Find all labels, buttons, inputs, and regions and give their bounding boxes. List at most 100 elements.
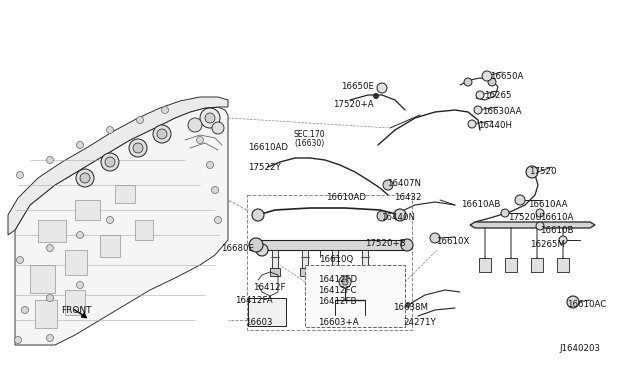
Circle shape bbox=[212, 122, 224, 134]
Bar bbox=[35, 300, 57, 328]
Polygon shape bbox=[15, 107, 228, 345]
Bar bbox=[65, 290, 85, 315]
Text: 16610AD: 16610AD bbox=[326, 193, 366, 202]
Bar bbox=[135, 220, 153, 240]
Circle shape bbox=[501, 209, 509, 217]
Text: 16265: 16265 bbox=[484, 91, 511, 100]
Circle shape bbox=[249, 238, 263, 252]
Circle shape bbox=[476, 91, 484, 99]
Circle shape bbox=[482, 71, 492, 81]
Circle shape bbox=[200, 108, 220, 128]
Circle shape bbox=[536, 209, 544, 217]
Circle shape bbox=[77, 231, 83, 238]
Text: 16603: 16603 bbox=[245, 318, 273, 327]
Circle shape bbox=[468, 120, 476, 128]
Text: 17520: 17520 bbox=[529, 167, 557, 176]
Bar bbox=[302, 250, 308, 268]
Circle shape bbox=[207, 161, 214, 169]
Text: 24271Y: 24271Y bbox=[403, 318, 436, 327]
Bar bbox=[531, 258, 543, 272]
Bar bbox=[332, 250, 338, 268]
Bar bbox=[362, 250, 368, 268]
Circle shape bbox=[47, 334, 54, 341]
Text: 16610Q: 16610Q bbox=[319, 255, 353, 264]
Circle shape bbox=[515, 195, 525, 205]
Circle shape bbox=[17, 257, 24, 263]
Circle shape bbox=[77, 141, 83, 148]
Circle shape bbox=[362, 272, 365, 275]
Bar bbox=[505, 258, 517, 272]
Circle shape bbox=[256, 244, 268, 256]
Circle shape bbox=[214, 217, 221, 224]
Circle shape bbox=[401, 239, 413, 251]
Circle shape bbox=[22, 307, 29, 314]
Bar bbox=[248, 298, 286, 326]
Text: 16610AD: 16610AD bbox=[248, 143, 288, 152]
Text: 16412F: 16412F bbox=[253, 283, 285, 292]
Circle shape bbox=[386, 183, 390, 187]
Circle shape bbox=[133, 143, 143, 153]
Circle shape bbox=[271, 272, 275, 275]
Circle shape bbox=[509, 263, 513, 267]
Text: 16412FB: 16412FB bbox=[318, 297, 356, 306]
Circle shape bbox=[129, 139, 147, 157]
Circle shape bbox=[483, 263, 487, 267]
Circle shape bbox=[17, 171, 24, 179]
Bar bbox=[247, 195, 412, 330]
Circle shape bbox=[252, 209, 264, 221]
Bar bbox=[258, 240, 405, 250]
Text: 16650A: 16650A bbox=[490, 72, 524, 81]
Circle shape bbox=[211, 186, 218, 193]
Circle shape bbox=[335, 272, 339, 275]
Circle shape bbox=[339, 276, 351, 288]
Bar bbox=[305, 265, 405, 327]
Bar bbox=[360, 268, 370, 276]
Circle shape bbox=[567, 296, 579, 308]
Circle shape bbox=[47, 295, 54, 301]
Text: 16610X: 16610X bbox=[436, 237, 469, 246]
Text: 16603+A: 16603+A bbox=[318, 318, 358, 327]
Polygon shape bbox=[8, 97, 228, 235]
Bar bbox=[115, 185, 135, 203]
Circle shape bbox=[188, 118, 202, 132]
Text: 16432: 16432 bbox=[394, 193, 422, 202]
Circle shape bbox=[161, 106, 168, 113]
Circle shape bbox=[77, 282, 83, 289]
Text: 16638M: 16638M bbox=[393, 303, 428, 312]
Text: 16610AA: 16610AA bbox=[528, 200, 568, 209]
Bar bbox=[65, 250, 87, 275]
Circle shape bbox=[405, 302, 411, 308]
Circle shape bbox=[464, 78, 472, 86]
Circle shape bbox=[15, 337, 22, 343]
Circle shape bbox=[474, 106, 482, 114]
Circle shape bbox=[377, 211, 387, 221]
Text: J1640203: J1640203 bbox=[559, 344, 600, 353]
Text: 17520+B: 17520+B bbox=[365, 239, 406, 248]
Circle shape bbox=[101, 153, 119, 171]
Bar bbox=[272, 250, 278, 268]
Circle shape bbox=[332, 272, 335, 275]
Circle shape bbox=[47, 244, 54, 251]
Text: SEC.170: SEC.170 bbox=[294, 130, 326, 139]
Bar bbox=[30, 265, 55, 293]
Polygon shape bbox=[470, 222, 595, 228]
Circle shape bbox=[47, 157, 54, 164]
Circle shape bbox=[80, 173, 90, 183]
Text: 16412FA: 16412FA bbox=[235, 296, 273, 305]
Circle shape bbox=[275, 272, 278, 275]
Circle shape bbox=[536, 222, 544, 230]
Circle shape bbox=[136, 116, 143, 124]
Circle shape bbox=[196, 137, 204, 144]
Circle shape bbox=[377, 83, 387, 93]
Circle shape bbox=[488, 78, 496, 86]
Text: 16440H: 16440H bbox=[478, 121, 512, 130]
Text: 16412FD: 16412FD bbox=[318, 275, 357, 284]
Text: 16610AB: 16610AB bbox=[461, 200, 500, 209]
Circle shape bbox=[106, 217, 113, 224]
Circle shape bbox=[106, 126, 113, 134]
Text: FRONT: FRONT bbox=[61, 306, 92, 315]
Circle shape bbox=[157, 129, 167, 139]
Text: 16412FC: 16412FC bbox=[318, 286, 356, 295]
Text: 16680E: 16680E bbox=[221, 244, 254, 253]
Bar bbox=[479, 258, 491, 272]
